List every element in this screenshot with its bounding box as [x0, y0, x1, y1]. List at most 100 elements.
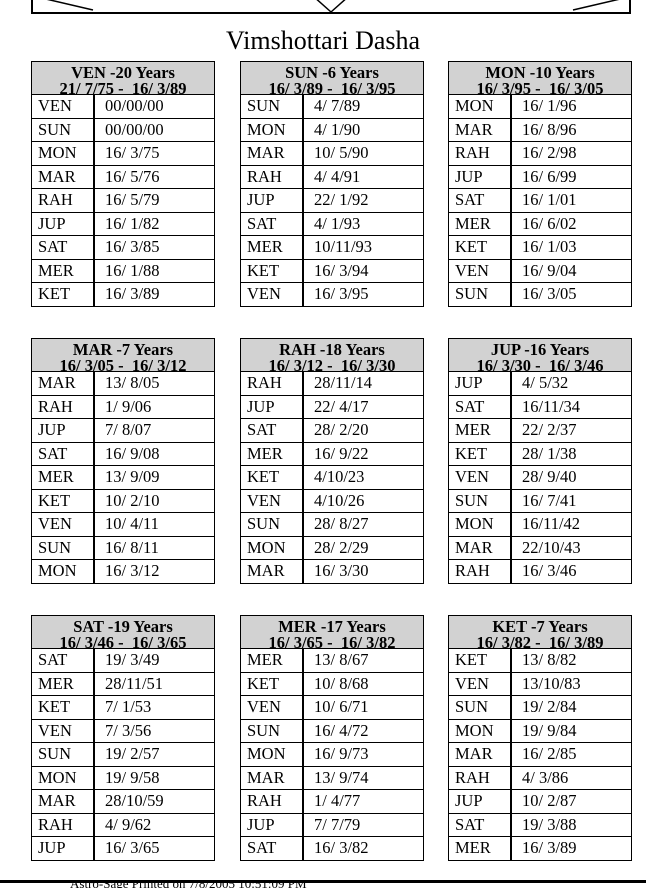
dasha-header: JUP -16 Years 16/ 3/30 - 16/ 3/46	[449, 339, 631, 373]
end-date-cell: 00/00/00	[94, 118, 214, 142]
end-date-cell: 16/ 6/99	[511, 165, 631, 189]
planet-cell: VEN	[32, 719, 95, 743]
end-date-cell: 22/ 2/37	[511, 418, 631, 443]
planet-cell: SAT	[449, 813, 512, 837]
planet-cell: VEN	[241, 489, 304, 513]
dasha-table: RAH -18 Years 16/ 3/12 - 16/ 3/30 RAH 28/11…	[240, 338, 424, 584]
table-row: MON 28/ 2/29	[241, 536, 423, 560]
table-row: JUP 16/ 6/99	[449, 165, 631, 189]
end-date-cell: 4/ 4/91	[303, 165, 423, 189]
end-date-cell: 7/ 7/79	[303, 813, 423, 837]
planet-cell: MON	[241, 118, 304, 142]
dasha-table: KET -7 Years 16/ 3/82 - 16/ 3/89 KET 13/ 8/…	[448, 615, 632, 861]
planet-cell: JUP	[32, 418, 95, 443]
end-date-cell: 28/11/14	[303, 372, 423, 396]
dasha-header: SUN -6 Years 16/ 3/89 - 16/ 3/95	[241, 62, 423, 96]
planet-cell: VEN	[32, 512, 95, 537]
dasha-period-title: RAH -18 Years	[279, 340, 385, 359]
table-row: VEN 00/00/00	[32, 95, 214, 119]
planet-cell: SUN	[449, 489, 512, 513]
planet-cell: KET	[241, 672, 304, 696]
planet-cell: VEN	[241, 695, 304, 720]
end-date-cell: 16/ 9/73	[303, 742, 423, 767]
planet-cell: KET	[449, 649, 512, 673]
dasha-header: RAH -18 Years 16/ 3/12 - 16/ 3/30	[241, 339, 423, 373]
table-row: RAH 16/ 3/46	[449, 559, 631, 583]
planet-cell: KET	[32, 489, 95, 513]
planet-cell: JUP	[241, 395, 304, 419]
planet-cell: JUP	[241, 813, 304, 837]
planet-cell: VEN	[449, 259, 512, 283]
table-row: MON 19/ 9/58	[32, 766, 214, 790]
end-date-cell: 16/ 3/94	[303, 259, 423, 283]
end-date-cell: 16/ 5/79	[94, 188, 214, 213]
table-row: KET 4/10/23	[241, 465, 423, 490]
planet-cell: KET	[449, 235, 512, 260]
table-row: JUP 7/ 8/07	[32, 418, 214, 443]
planet-cell: MER	[449, 212, 512, 236]
antardasha-table: SUN 4/ 7/89 MON 4/ 1/90 MAR 10/ 5/90 RAH 4/ 4/9…	[241, 95, 423, 306]
end-date-cell: 16/ 4/72	[303, 719, 423, 743]
dasha-period-title: SUN -6 Years	[285, 63, 379, 82]
end-date-cell: 10/ 2/87	[511, 789, 631, 814]
table-row: MER 16/ 6/02	[449, 212, 631, 236]
dasha-period-title: MER -17 Years	[278, 617, 386, 636]
antardasha-table: MAR 13/ 8/05 RAH 1/ 9/06 JUP 7/ 8/07 SAT 16/ 9/…	[32, 372, 214, 583]
table-row: SUN 4/ 7/89	[241, 95, 423, 119]
table-row: SAT 16/ 3/82	[241, 836, 423, 860]
end-date-cell: 13/10/83	[511, 672, 631, 696]
end-date-cell: 4/10/26	[303, 489, 423, 513]
planet-cell: MER	[32, 259, 95, 283]
table-row: VEN 7/ 3/56	[32, 719, 214, 743]
end-date-cell: 19/ 9/84	[511, 719, 631, 743]
end-date-cell: 13/ 8/67	[303, 649, 423, 673]
end-date-cell: 28/ 8/27	[303, 512, 423, 537]
planet-cell: MAR	[449, 118, 512, 142]
planet-cell: SUN	[449, 282, 512, 306]
antardasha-table: MER 13/ 8/67 KET 10/ 8/68 VEN 10/ 6/71 SUN 16/ …	[241, 649, 423, 860]
planet-cell: SUN	[449, 695, 512, 720]
planet-cell: KET	[32, 282, 95, 306]
table-row: MER 13/ 8/67	[241, 649, 423, 673]
planet-cell: MAR	[32, 789, 95, 814]
table-row: MAR 13/ 8/05	[32, 372, 214, 396]
end-date-cell: 13/ 9/74	[303, 766, 423, 790]
end-date-cell: 22/ 4/17	[303, 395, 423, 419]
end-date-cell: 16/ 8/96	[511, 118, 631, 142]
planet-cell: MER	[449, 418, 512, 443]
end-date-cell: 13/ 9/09	[94, 465, 214, 490]
end-date-cell: 4/ 9/62	[94, 813, 214, 837]
planet-cell: MON	[32, 559, 95, 583]
table-row: RAH 16/ 2/98	[449, 141, 631, 166]
planet-cell: SAT	[449, 395, 512, 419]
dasha-period-title: KET -7 Years	[492, 617, 588, 636]
end-date-cell: 16/ 9/22	[303, 442, 423, 466]
table-row: MER 16/ 3/89	[449, 836, 631, 860]
table-row: MER 22/ 2/37	[449, 418, 631, 443]
table-row: VEN 10/ 6/71	[241, 695, 423, 720]
planet-cell: MON	[449, 512, 512, 537]
planet-cell: RAH	[241, 372, 304, 396]
end-date-cell: 16/ 3/30	[314, 561, 369, 580]
planet-cell: KET	[449, 442, 512, 466]
dasha-date-range: 16/ 3/05 - 16/ 3/12	[59, 355, 187, 375]
antardasha-table: VEN 00/00/00 SUN 00/00/00 MON 16/ 3/75 MAR 16/ …	[32, 95, 214, 306]
end-date-cell: 1/ 4/77	[303, 789, 423, 814]
end-date-cell: 16/ 3/05	[522, 284, 577, 303]
table-row: MON 16/11/42	[449, 512, 631, 537]
table-row: SUN 16/ 3/05	[449, 282, 631, 306]
planet-cell: SUN	[32, 536, 95, 560]
table-row: RAH 16/ 5/79	[32, 188, 214, 213]
table-row: MAR 13/ 9/74	[241, 766, 423, 790]
end-date-cell: 16/ 3/12	[105, 561, 160, 580]
planet-cell: SUN	[241, 719, 304, 743]
table-row: JUP 10/ 2/87	[449, 789, 631, 814]
table-row: VEN 28/ 9/40	[449, 465, 631, 490]
table-row: MAR 16/ 2/85	[449, 742, 631, 767]
table-row: MER 13/ 9/09	[32, 465, 214, 490]
planet-cell: MER	[32, 465, 95, 490]
dasha-date-range: 16/ 3/65 - 16/ 3/82	[268, 632, 396, 652]
end-date-cell: 4/ 3/86	[511, 766, 631, 790]
end-date-cell: 10/ 6/71	[303, 695, 423, 720]
table-row: RAH 4/ 4/91	[241, 165, 423, 189]
